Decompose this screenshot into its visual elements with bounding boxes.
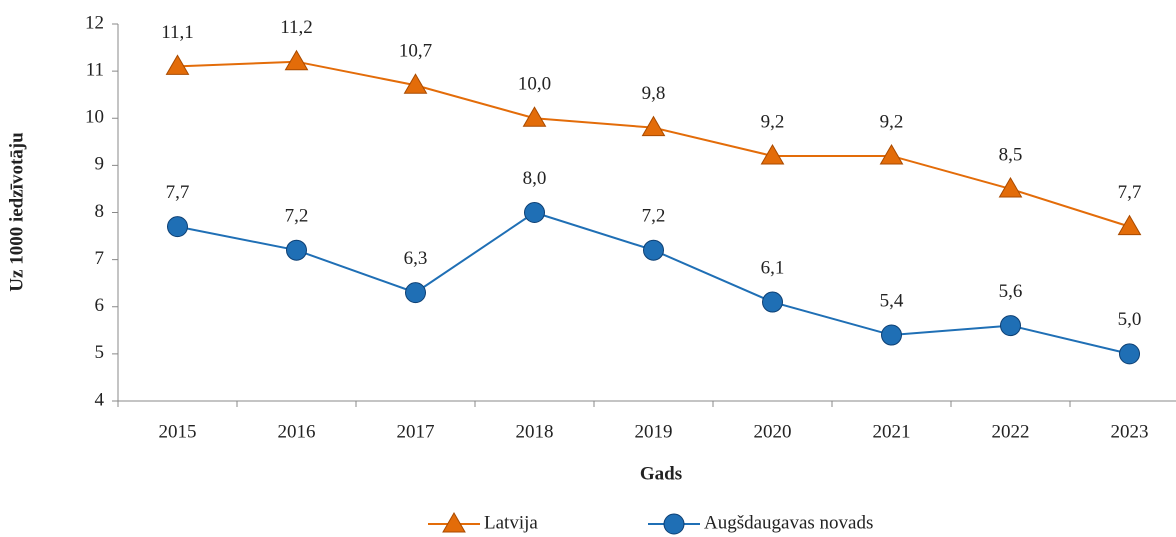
data-point [998, 176, 1023, 198]
y-tick-label: 5 [95, 342, 105, 363]
data-point [641, 115, 666, 137]
y-tick-label: 8 [95, 201, 105, 222]
y-tick-label: 6 [95, 295, 105, 316]
y-tick-label: 4 [95, 389, 105, 410]
value-label: 9,2 [761, 111, 785, 132]
value-label: 6,1 [761, 257, 785, 278]
legend-label: Latvija [484, 512, 538, 533]
y-tick-label: 7 [95, 248, 105, 269]
legend-marker [663, 513, 685, 535]
x-tick-label: 2022 [992, 421, 1030, 442]
value-label: 5,6 [999, 281, 1023, 302]
data-point [522, 106, 547, 127]
x-tick-label: 2019 [635, 421, 673, 442]
data-point [879, 143, 904, 165]
y-tick-label: 11 [86, 59, 104, 80]
data-point [1000, 315, 1021, 337]
value-label: 8,5 [999, 144, 1023, 165]
legend-marker [442, 512, 466, 533]
x-tick-label: 2018 [516, 421, 554, 442]
legend-label: Augšdaugavas novads [704, 512, 873, 533]
value-label: 6,3 [404, 248, 428, 269]
data-point [762, 291, 783, 313]
x-tick-label: 2016 [278, 421, 316, 442]
series-line [177, 211, 1130, 355]
value-label: 7,7 [1118, 182, 1142, 203]
value-label: 7,7 [166, 182, 190, 203]
x-axis-title: Gads [640, 463, 682, 484]
data-point [881, 324, 902, 346]
value-label: 8,0 [523, 168, 547, 189]
data-point [167, 216, 188, 238]
data-point [165, 54, 190, 75]
data-point [405, 282, 426, 304]
x-tick-label: 2021 [873, 421, 911, 442]
data-point [760, 143, 785, 165]
value-label: 11,2 [280, 17, 313, 38]
data-point [286, 239, 307, 261]
y-tick-label: 9 [95, 154, 105, 175]
y-tick-label: 10 [85, 107, 104, 128]
data-point [1119, 343, 1140, 365]
data-point [284, 49, 309, 71]
data-point [1117, 214, 1142, 236]
value-label: 5,0 [1118, 309, 1142, 330]
value-label: 5,4 [880, 290, 904, 311]
y-axis-title: Uz 1000 iedzīvotāju [6, 132, 27, 292]
x-tick-label: 2023 [1111, 421, 1149, 442]
value-label: 9,8 [642, 83, 666, 104]
value-label: 7,2 [642, 206, 666, 227]
value-label: 10,7 [399, 41, 432, 62]
data-point [524, 202, 545, 223]
value-label: 11,1 [161, 22, 194, 43]
data-point [403, 73, 428, 94]
y-tick-label: 12 [85, 12, 104, 33]
x-tick-label: 2020 [754, 421, 792, 442]
x-tick-label: 2017 [397, 421, 435, 442]
value-label: 7,2 [285, 206, 309, 227]
value-label: 10,0 [518, 74, 551, 95]
value-label: 9,2 [880, 111, 904, 132]
x-tick-label: 2015 [159, 421, 197, 442]
data-point [643, 239, 664, 261]
